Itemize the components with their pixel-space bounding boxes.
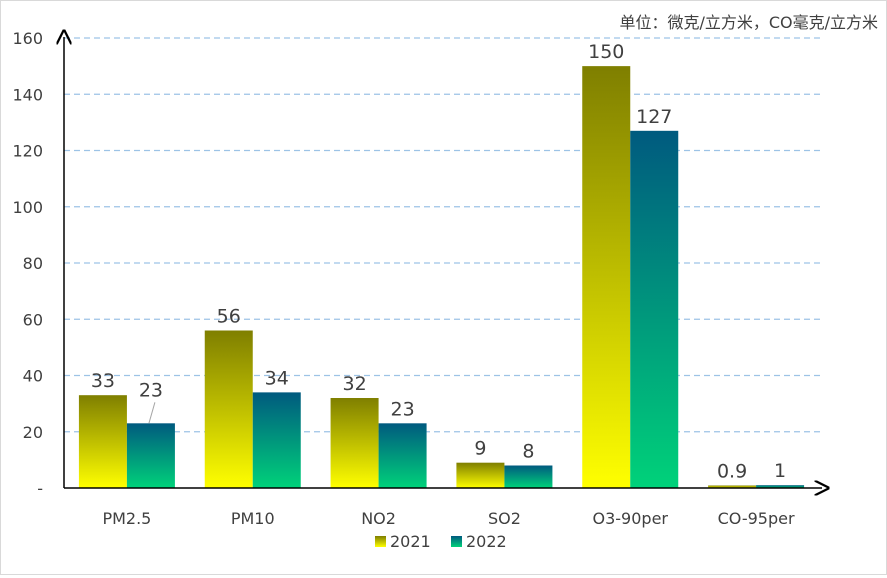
x-tick-label: PM2.5	[102, 509, 151, 528]
leader-line	[148, 402, 156, 424]
bar-2022-O3-90per	[630, 130, 679, 488]
data-label: 56	[217, 306, 241, 328]
y-tick-label: 160	[12, 29, 43, 48]
bar-2021-PM2.5	[78, 395, 127, 488]
bar-2022-SO2	[504, 465, 553, 488]
bar-2022-NO2	[378, 423, 427, 488]
y-tick-label: 40	[23, 367, 43, 386]
axes	[64, 37, 822, 488]
y-tick-label: 120	[12, 142, 43, 161]
bar-2021-O3-90per	[582, 66, 631, 488]
data-label: 34	[265, 367, 289, 389]
unit-note: 单位：微克/立方米，CO毫克/立方米	[619, 13, 878, 32]
legend-swatch-2021	[375, 536, 386, 547]
legend-swatch-2022	[451, 536, 462, 547]
bar-2021-PM10	[204, 330, 253, 488]
bar-2022-PM2.5	[126, 423, 175, 488]
legend-label-2022: 2022	[466, 532, 507, 551]
y-tick-label: 20	[23, 423, 43, 442]
legend-label-2021: 2021	[390, 532, 431, 551]
data-label: 23	[390, 398, 414, 420]
bar-2022-PM10	[252, 392, 301, 488]
data-label: 1	[774, 460, 786, 482]
x-tick-label: SO2	[488, 509, 521, 528]
x-tick-label: PM10	[231, 509, 275, 528]
x-tick-label: O3-90per	[593, 509, 669, 528]
labels: - 20 40 60 80 100 120 140 160 33 23 PM2.5 56 34 PM10 32…	[12, 29, 795, 528]
data-label: 8	[522, 441, 534, 463]
bars	[78, 66, 805, 488]
data-label: 9	[474, 438, 486, 460]
data-label: 0.9	[717, 460, 747, 482]
y-tick-label: -	[37, 479, 43, 498]
gridlines	[64, 37, 824, 433]
y-tick-label: 140	[12, 85, 43, 104]
data-label: 33	[91, 370, 115, 392]
bar-2021-NO2	[330, 398, 379, 488]
bar-2021-SO2	[456, 462, 505, 488]
y-tick-label: 60	[23, 310, 43, 329]
x-tick-label: NO2	[361, 509, 396, 528]
data-label: 23	[139, 379, 163, 401]
legend: 2021 2022	[375, 532, 507, 551]
y-tick-label: 100	[12, 198, 43, 217]
data-label: 127	[636, 106, 672, 128]
data-label: 32	[342, 373, 366, 395]
x-tick-label: CO-95per	[718, 509, 795, 528]
y-tick-label: 80	[23, 254, 43, 273]
data-label: 150	[588, 41, 624, 63]
bar-2021-CO-95per	[708, 485, 757, 488]
bar-2022-CO-95per	[756, 485, 805, 488]
